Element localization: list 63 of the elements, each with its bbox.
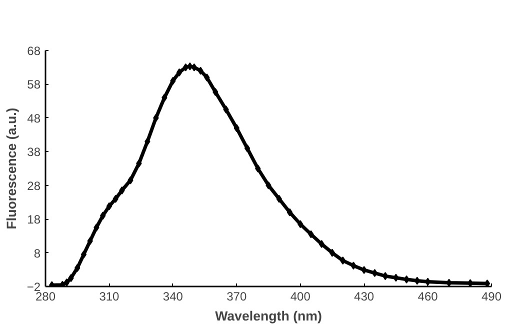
point <box>329 248 336 257</box>
point <box>393 274 399 282</box>
point <box>119 186 125 194</box>
y-tick-label: 18 <box>27 212 41 227</box>
point <box>198 66 204 75</box>
point <box>187 62 193 70</box>
point <box>176 68 182 76</box>
point <box>223 106 229 114</box>
point <box>266 181 272 190</box>
x-tick-label: 340 <box>162 290 184 304</box>
point <box>318 240 324 248</box>
point <box>276 194 282 203</box>
point <box>162 94 168 102</box>
point <box>234 124 240 132</box>
point <box>112 194 118 203</box>
x-tick-label: 430 <box>354 290 374 304</box>
x-axis-title: Wavelength (nm) <box>215 308 322 324</box>
y-tick-label: 28 <box>27 178 41 193</box>
point <box>87 236 93 245</box>
y-axis-title: Fluorescence (a.u.) <box>4 108 19 230</box>
point <box>446 278 452 286</box>
point <box>204 73 210 82</box>
point <box>136 159 142 168</box>
point <box>372 269 378 278</box>
point <box>94 224 100 232</box>
point <box>424 278 431 286</box>
x-tick-label: 310 <box>99 290 120 304</box>
point <box>106 202 112 210</box>
point <box>350 262 356 270</box>
point <box>382 272 388 280</box>
point <box>404 275 410 284</box>
point <box>414 276 420 285</box>
point <box>191 63 197 72</box>
y-tick-label: 8 <box>34 246 41 260</box>
x-tick-label: 280 <box>35 290 56 304</box>
point <box>467 279 474 286</box>
point <box>484 279 490 286</box>
y-tick-label: 58 <box>27 78 41 92</box>
x-tick-label: 370 <box>226 290 247 304</box>
x-tick-label: 400 <box>290 290 311 304</box>
point <box>170 76 176 85</box>
point <box>340 256 346 265</box>
x-tick-label: 490 <box>481 290 502 304</box>
point <box>286 208 293 216</box>
point <box>361 266 367 274</box>
point <box>255 164 261 172</box>
point <box>308 230 314 238</box>
point <box>298 220 304 228</box>
point <box>128 176 134 184</box>
point <box>100 212 106 220</box>
y-tick-label: 48 <box>27 111 41 126</box>
point <box>68 274 74 282</box>
point <box>64 278 70 286</box>
point <box>244 144 250 152</box>
point <box>74 264 80 272</box>
point <box>212 88 218 96</box>
point <box>80 250 87 258</box>
y-tick-label: 68 <box>27 44 41 58</box>
point <box>153 114 159 122</box>
point <box>182 63 189 72</box>
y-tick-label: 38 <box>27 145 41 160</box>
x-tick-label: 460 <box>418 290 438 304</box>
point <box>144 138 150 146</box>
